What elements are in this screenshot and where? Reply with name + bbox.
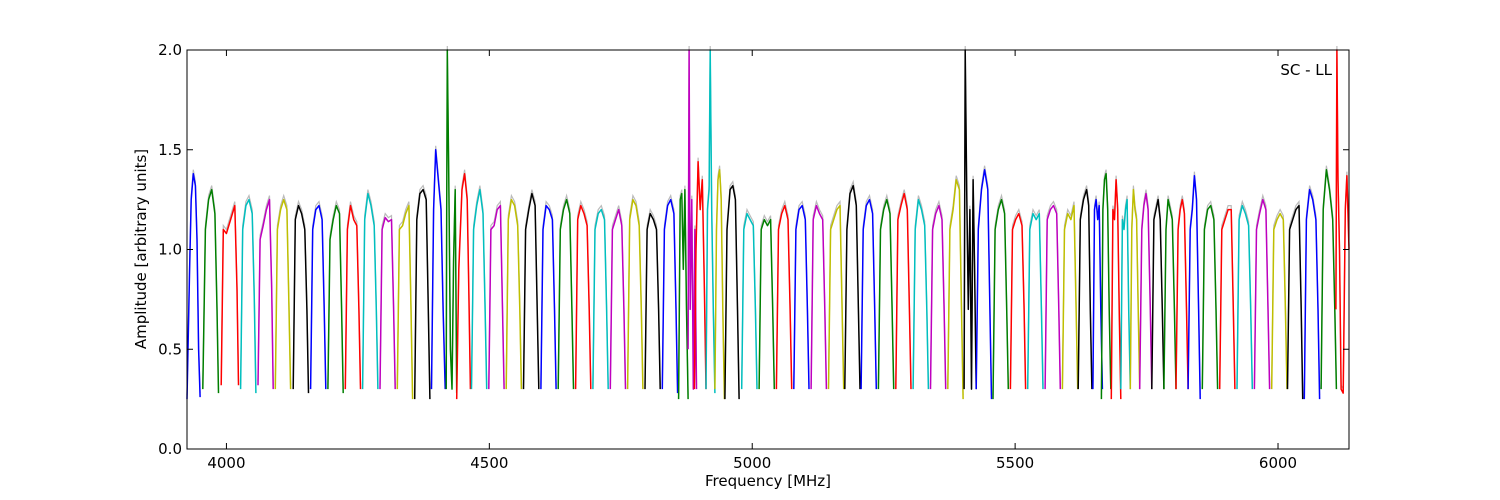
- y-tick-label: 1.0: [158, 241, 182, 259]
- chart-annotation: SC - LL: [1280, 61, 1332, 79]
- series-layer: [186, 49, 1350, 400]
- series-line-1: [186, 172, 201, 400]
- series-line-58: [1100, 172, 1112, 400]
- series-line-45: [895, 192, 912, 390]
- series-line-49: [963, 49, 977, 390]
- series-line-54: [1044, 204, 1062, 390]
- y-tick-label: 2.0: [158, 41, 182, 59]
- y-tick-label: 0.0: [158, 440, 182, 458]
- x-tick-label: 4000: [207, 454, 245, 472]
- series-line-63: [1151, 198, 1165, 390]
- series-line-47: [929, 204, 947, 390]
- x-tick-label: 4500: [470, 454, 508, 472]
- series-line-59: [1110, 178, 1122, 400]
- series-line-4: [239, 198, 257, 394]
- series-line-38: [775, 204, 793, 390]
- series-line-73: [1303, 188, 1321, 400]
- series-line-11: [361, 192, 379, 390]
- x-tick-label: 5000: [733, 454, 771, 472]
- series-line-28: [644, 212, 661, 390]
- series-line-64: [1163, 198, 1177, 390]
- series-line-29: [661, 198, 679, 394]
- series-line-6: [274, 198, 292, 390]
- series-line-3: [220, 204, 240, 386]
- series-line-75: [1335, 49, 1350, 394]
- series-line-41: [827, 204, 845, 390]
- series-line-61: [1129, 188, 1141, 390]
- series-line-25: [592, 208, 609, 390]
- series-line-67: [1201, 204, 1219, 390]
- series-line-44: [877, 198, 895, 390]
- series-line-60: [1120, 198, 1132, 390]
- series-line-70: [1253, 198, 1271, 390]
- series-line-20: [505, 198, 523, 390]
- series-line-26: [609, 208, 627, 390]
- series-line-24: [574, 204, 592, 390]
- series-line-62: [1138, 192, 1153, 390]
- series-line-36: [740, 212, 758, 390]
- series-line-56: [1077, 188, 1093, 390]
- series-line-50: [975, 168, 993, 400]
- series-line-40: [810, 204, 828, 390]
- x-tick-label: 6000: [1259, 454, 1297, 472]
- series-line-16: [445, 49, 458, 394]
- series-line-35: [724, 184, 740, 400]
- series-line-71: [1270, 212, 1288, 390]
- y-tick-label: 0.5: [158, 340, 182, 358]
- series-line-12: [379, 216, 396, 390]
- series-line-7: [292, 204, 310, 394]
- series-line-48: [947, 178, 964, 400]
- series-line-2: [202, 188, 220, 394]
- series-line-68: [1218, 208, 1236, 390]
- series-line-27: [626, 198, 644, 390]
- series-line-37: [758, 218, 776, 390]
- series-line-72: [1286, 204, 1304, 400]
- series-line-22: [540, 204, 557, 390]
- series-line-10: [344, 204, 362, 390]
- x-tick-label: 5500: [996, 454, 1034, 472]
- series-line-23: [557, 198, 575, 390]
- series-line-55: [1061, 204, 1079, 390]
- ticks-layer: 4000 4500 5000 5500 6000 0.0 0.5 1.0 1.5 2.0: [158, 41, 1349, 472]
- series-line-43: [860, 198, 878, 390]
- series-line-53: [1026, 212, 1044, 390]
- series-line-9: [327, 204, 344, 394]
- series-line-17: [455, 172, 472, 400]
- series-line-65: [1175, 198, 1189, 390]
- series-line-15: [430, 149, 446, 390]
- y-tick-label: 1.5: [158, 141, 182, 159]
- series-line-51: [992, 198, 1010, 400]
- series-line-8: [309, 204, 327, 390]
- series-line-39: [793, 204, 810, 390]
- series-line-69: [1236, 204, 1254, 390]
- series-line-42: [844, 184, 861, 390]
- series-line-34: [714, 168, 726, 400]
- series-line-13: [396, 204, 414, 400]
- y-axis-label: Amplitude [arbitrary units]: [132, 149, 150, 349]
- series-line-46: [912, 198, 930, 390]
- series-line-18: [470, 188, 488, 390]
- series-line-5: [257, 198, 274, 390]
- series-line-21: [522, 192, 540, 390]
- series-line-32: [693, 160, 707, 390]
- series-line-52: [1009, 212, 1027, 390]
- x-axis-label: Frequency [MHz]: [705, 472, 831, 490]
- series-line-66: [1187, 174, 1201, 400]
- series-line-74: [1320, 168, 1338, 390]
- series-line-30: [677, 188, 689, 400]
- series-line-57: [1092, 198, 1104, 390]
- series-line-19: [488, 204, 505, 390]
- series-line-31: [687, 49, 698, 390]
- series-line-14: [413, 188, 431, 400]
